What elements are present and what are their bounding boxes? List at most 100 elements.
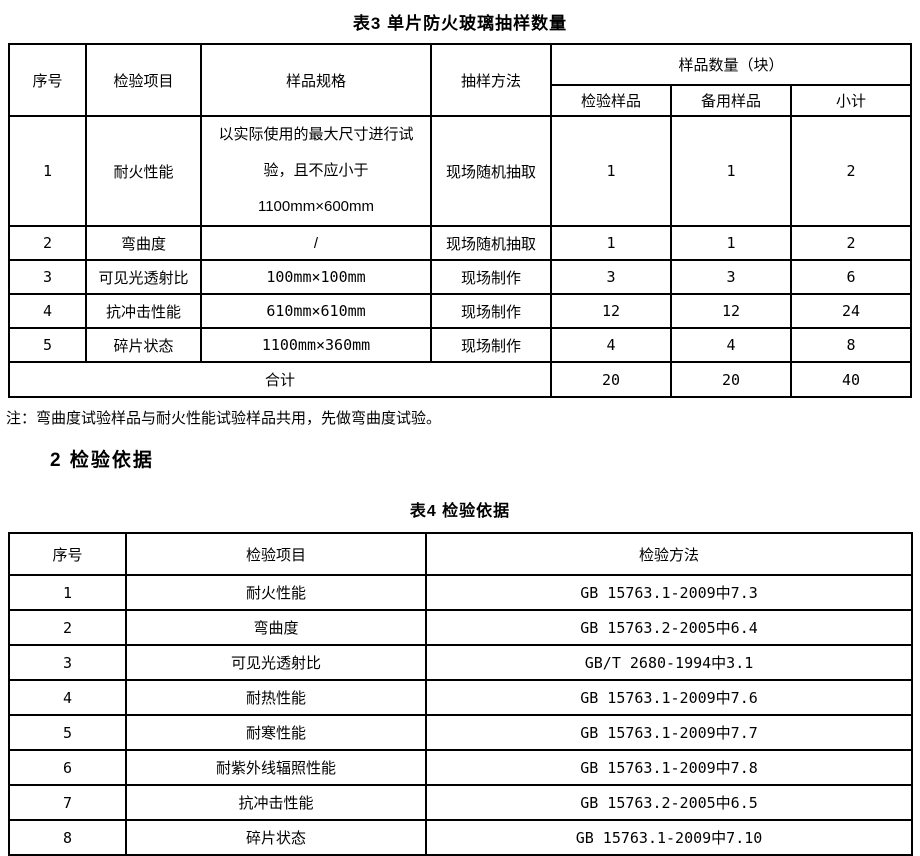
- header-method: 抽样方法: [430, 43, 552, 117]
- header-method: 检验方法: [425, 532, 913, 576]
- header-spec: 样品规格: [200, 43, 432, 117]
- sampling-quantity-table: 序号 检验项目 样品规格 抽样方法 样品数量（块） 检验样品 备用样品 小计 1…: [8, 43, 913, 398]
- cell-item: 抗冲击性能: [125, 784, 427, 821]
- cell-spare: 1: [670, 115, 792, 227]
- cell-inspect: 1: [550, 225, 672, 261]
- cell-subtotal: 2: [789, 115, 913, 227]
- table3-note: 注：弯曲度试验样品与耐火性能试验样品共用，先做弯曲度试验。: [6, 410, 442, 427]
- table-header-row: 序号 检验项目 检验方法: [8, 532, 913, 576]
- cell-method: GB 15763.1-2009中7.8: [425, 749, 913, 786]
- spec-line-2: 验，且不应小于1100mm×600mm: [257, 162, 375, 215]
- cell-total-spare: 20: [670, 361, 792, 398]
- cell-subtotal: 6: [789, 259, 913, 295]
- cell-seq: 4: [8, 679, 127, 716]
- cell-seq: 8: [8, 819, 127, 856]
- cell-seq: 5: [8, 327, 87, 363]
- cell-inspect: 1: [550, 115, 672, 227]
- cell-seq: 6: [8, 749, 127, 786]
- cell-subtotal: 8: [789, 327, 913, 363]
- cell-spec: 以实际使用的最大尺寸进行试 验，且不应小于1100mm×600mm: [200, 115, 432, 227]
- cell-subtotal: 2: [789, 225, 913, 261]
- table-row: 5 耐寒性能 GB 15763.1-2009中7.7: [8, 714, 913, 751]
- header-qty-subtotal: 小计: [789, 84, 913, 117]
- cell-method: 现场制作: [430, 293, 552, 329]
- cell-inspect: 3: [550, 259, 672, 295]
- cell-spare: 3: [670, 259, 792, 295]
- cell-method: 现场制作: [430, 259, 552, 295]
- cell-method: GB 15763.1-2009中7.3: [425, 574, 913, 611]
- header-qty-inspect: 检验样品: [550, 84, 672, 117]
- table-row: 3 可见光透射比 GB/T 2680-1994中3.1: [8, 644, 913, 681]
- cell-seq: 3: [8, 644, 127, 681]
- cell-spec: 1100mm×360mm: [200, 327, 432, 363]
- cell-item: 耐热性能: [125, 679, 427, 716]
- cell-seq: 1: [8, 574, 127, 611]
- cell-seq: 1: [8, 115, 87, 227]
- table-total-row: 合计 20 20 40: [8, 361, 913, 398]
- cell-spare: 1: [670, 225, 792, 261]
- cell-inspect: 12: [550, 293, 672, 329]
- table-row: 6 耐紫外线辐照性能 GB 15763.1-2009中7.8: [8, 749, 913, 786]
- cell-item: 碎片状态: [125, 819, 427, 856]
- table-row: 2 弯曲度 / 现场随机抽取 1 1 2: [8, 225, 913, 261]
- cell-method: GB 15763.1-2009中7.6: [425, 679, 913, 716]
- table4-title: 表4 检验依据: [409, 503, 511, 520]
- cell-seq: 5: [8, 714, 127, 751]
- table-row: 1 耐火性能 GB 15763.1-2009中7.3: [8, 574, 913, 611]
- table-header-row: 序号 检验项目 样品规格 抽样方法 样品数量（块）: [8, 43, 913, 117]
- cell-seq: 2: [8, 225, 87, 261]
- table-row: 4 耐热性能 GB 15763.1-2009中7.6: [8, 679, 913, 716]
- cell-method: GB/T 2680-1994中3.1: [425, 644, 913, 681]
- cell-item: 耐紫外线辐照性能: [125, 749, 427, 786]
- cell-seq: 4: [8, 293, 87, 329]
- cell-seq: 7: [8, 784, 127, 821]
- cell-total-inspect: 20: [550, 361, 672, 398]
- inspection-basis-table: 序号 检验项目 检验方法 1 耐火性能 GB 15763.1-2009中7.3 …: [8, 532, 913, 856]
- table-row: 8 碎片状态 GB 15763.1-2009中7.10: [8, 819, 913, 856]
- cell-total-label: 合计: [8, 361, 552, 398]
- cell-spec: 610mm×610mm: [200, 293, 432, 329]
- cell-method: 现场随机抽取: [430, 115, 552, 227]
- header-qty-spare: 备用样品: [670, 84, 792, 117]
- table-row: 1 耐火性能 以实际使用的最大尺寸进行试 验，且不应小于1100mm×600mm…: [8, 115, 913, 227]
- table-row: 7 抗冲击性能 GB 15763.2-2005中6.5: [8, 784, 913, 821]
- cell-method: GB 15763.1-2009中7.7: [425, 714, 913, 751]
- header-seq: 序号: [8, 43, 87, 117]
- table-row: 4 抗冲击性能 610mm×610mm 现场制作 12 12 24: [8, 293, 913, 329]
- section-heading: 2 检验依据: [50, 450, 154, 471]
- cell-item: 耐火性能: [85, 115, 202, 227]
- spec-line-1: 以实际使用的最大尺寸进行试: [218, 126, 414, 143]
- cell-method: 现场随机抽取: [430, 225, 552, 261]
- cell-seq: 3: [8, 259, 87, 295]
- cell-method: 现场制作: [430, 327, 552, 363]
- table-row: 5 碎片状态 1100mm×360mm 现场制作 4 4 8: [8, 327, 913, 363]
- table-row: 2 弯曲度 GB 15763.2-2005中6.4: [8, 609, 913, 646]
- cell-item: 弯曲度: [85, 225, 202, 261]
- cell-method: GB 15763.2-2005中6.4: [425, 609, 913, 646]
- header-qty-group: 样品数量（块）: [549, 43, 913, 86]
- cell-spare: 12: [670, 293, 792, 329]
- cell-method: GB 15763.2-2005中6.5: [425, 784, 913, 821]
- header-seq: 序号: [8, 532, 127, 576]
- table3-title: 表3 单片防火玻璃抽样数量: [352, 14, 568, 33]
- cell-inspect: 4: [550, 327, 672, 363]
- cell-seq: 2: [8, 609, 127, 646]
- cell-method: GB 15763.1-2009中7.10: [425, 819, 913, 856]
- cell-item: 抗冲击性能: [85, 293, 202, 329]
- cell-item: 耐火性能: [125, 574, 427, 611]
- cell-spec: /: [200, 225, 432, 261]
- header-item: 检验项目: [85, 43, 202, 117]
- cell-total-subtotal: 40: [789, 361, 913, 398]
- table-row: 3 可见光透射比 100mm×100mm 现场制作 3 3 6: [8, 259, 913, 295]
- cell-spare: 4: [670, 327, 792, 363]
- cell-item: 碎片状态: [85, 327, 202, 363]
- cell-item: 可见光透射比: [125, 644, 427, 681]
- cell-spec: 100mm×100mm: [200, 259, 432, 295]
- cell-item: 弯曲度: [125, 609, 427, 646]
- cell-item: 耐寒性能: [125, 714, 427, 751]
- cell-subtotal: 24: [789, 293, 913, 329]
- table-subheader-row: 检验样品 备用样品 小计: [9, 84, 913, 117]
- cell-item: 可见光透射比: [85, 259, 202, 295]
- header-item: 检验项目: [125, 532, 427, 576]
